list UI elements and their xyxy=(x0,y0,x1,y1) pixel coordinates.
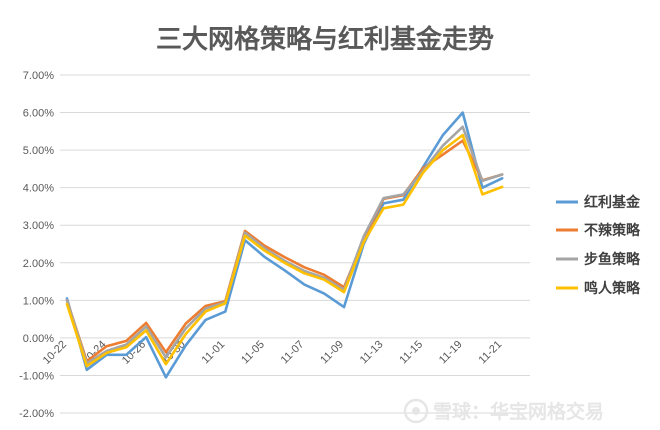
x-tick-label: 11-01 xyxy=(200,339,228,367)
snowball-logo-icon-inner xyxy=(412,407,420,415)
x-tick-label: 11-05 xyxy=(239,339,267,367)
y-tick-label: 0.00% xyxy=(23,333,54,345)
x-tick-label: 11-13 xyxy=(358,339,386,367)
chart-title: 三大网格策略与红利基金走势 xyxy=(156,24,494,55)
series-line-2 xyxy=(65,139,504,363)
legend-label: 红利基金 xyxy=(584,194,641,211)
series-line-3 xyxy=(65,125,504,365)
series-line-4 xyxy=(65,133,504,368)
y-tick-label: 1.00% xyxy=(23,295,54,307)
snowball-logo-icon xyxy=(403,398,429,424)
legend-label: 不辣策略 xyxy=(584,222,641,239)
watermark: 雪球：华宝网格交易 xyxy=(403,398,604,424)
watermark-text: 雪球：华宝网格交易 xyxy=(433,400,604,423)
series-line-1 xyxy=(65,111,504,379)
y-tick-label: 2.00% xyxy=(23,258,54,270)
y-tick-label: -2.00% xyxy=(19,408,54,420)
y-tick-label: 5.00% xyxy=(23,145,54,157)
y-axis: 7.00% 6.00% 5.00% 4.00% 3.00% 2.00% 1.00% 0.00%… xyxy=(19,70,54,420)
x-tick-label: 11-09 xyxy=(318,339,346,367)
y-tick-label: 4.00% xyxy=(23,183,54,195)
y-tick-label: 3.00% xyxy=(23,220,54,232)
x-tick-label: 11-21 xyxy=(477,339,505,367)
legend-label: 步鱼策略 xyxy=(584,251,641,268)
x-tick-label: 11-15 xyxy=(397,339,425,367)
x-tick-label: 11-19 xyxy=(437,339,465,367)
y-tick-label: -1.00% xyxy=(19,370,54,382)
series-lines xyxy=(65,111,504,379)
y-tick-label: 7.00% xyxy=(23,70,54,82)
y-tick-label: 6.00% xyxy=(23,108,54,120)
legend-label: 鸣人策略 xyxy=(584,280,641,297)
x-tick-label: 11-07 xyxy=(279,339,307,367)
